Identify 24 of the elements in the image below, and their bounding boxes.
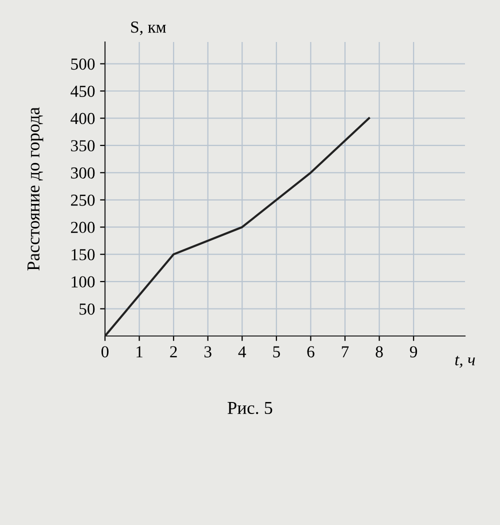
- x-tick-label: 9: [410, 346, 418, 358]
- y-tick-label: 250: [71, 194, 95, 206]
- text: Рис. 5: [228, 402, 272, 414]
- x-tick-label: 1: [136, 346, 142, 358]
- y-tick-label: 300: [71, 167, 95, 179]
- x-tick-label: 3: [204, 346, 212, 358]
- x-axis-title: t, ч: [455, 356, 475, 368]
- y-tick-label: 200: [71, 222, 95, 234]
- x-tick-label: 7: [342, 346, 349, 358]
- text: Расстояние до города: [28, 107, 44, 270]
- x-tick-label: 8: [376, 346, 383, 358]
- x-tick-label: 4: [238, 346, 246, 358]
- y-axis-title: S, км: [131, 22, 166, 36]
- y-tick-label: 450: [70, 86, 95, 97]
- y-tick-label: 150: [72, 249, 95, 260]
- y-tick-label: 350: [71, 140, 95, 152]
- y-tick-label: 100: [72, 276, 95, 288]
- y-tick-label: 50: [80, 303, 95, 315]
- x-tick-label: 0: [101, 346, 109, 358]
- y-tick-label: 400: [70, 112, 95, 124]
- x-tick-label: 6: [307, 346, 314, 358]
- y-tick-label: 500: [71, 58, 95, 70]
- x-tick-label: 2: [170, 346, 177, 358]
- x-tick-label: 5: [273, 346, 280, 358]
